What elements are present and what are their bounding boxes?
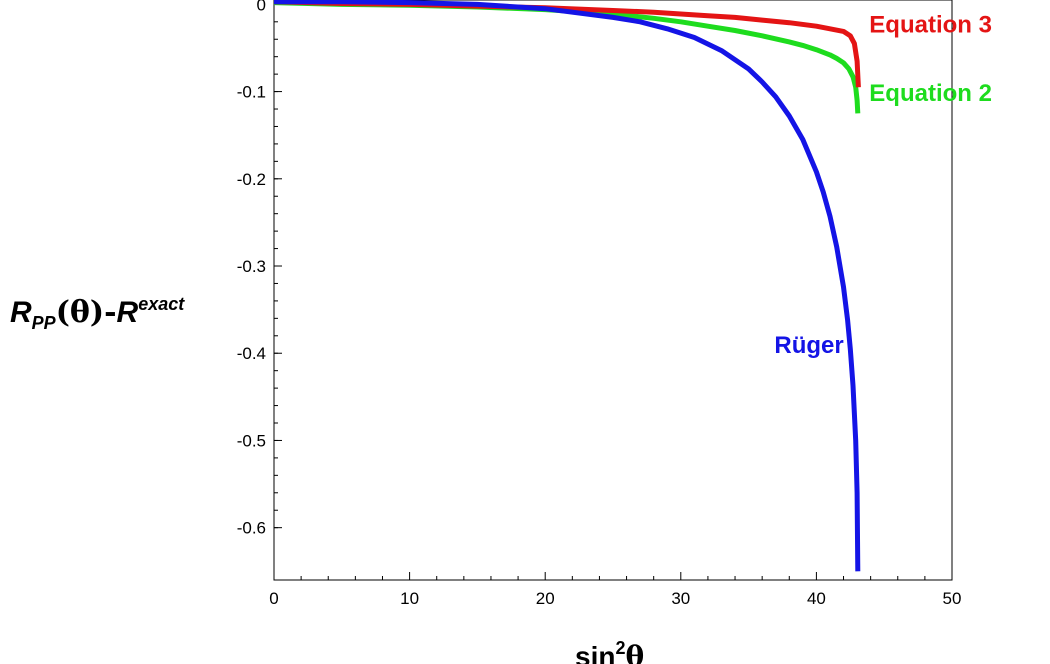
series-line-r-ger bbox=[274, 0, 861, 572]
x-tick-label: 30 bbox=[671, 589, 690, 608]
x-tick-label: 0 bbox=[269, 589, 278, 608]
y-label-mid: (θ)- bbox=[56, 295, 117, 330]
x-tick-label: 20 bbox=[536, 589, 555, 608]
series-layer bbox=[273, 0, 861, 572]
y-tick-label: -0.5 bbox=[237, 431, 266, 450]
plot-frame bbox=[273, 0, 953, 581]
series-label: Rüger bbox=[774, 332, 843, 359]
series-label: Equation 2 bbox=[869, 80, 992, 107]
y-tick-label: -0.4 bbox=[237, 344, 266, 363]
x-label-symbol: θ bbox=[625, 640, 644, 664]
x-tick-label: 40 bbox=[807, 589, 826, 608]
series-label: Equation 3 bbox=[869, 11, 992, 38]
x-tick-label: 50 bbox=[943, 589, 962, 608]
y-tick-label: -0.2 bbox=[237, 170, 266, 189]
x-label-base: sin bbox=[575, 641, 615, 664]
x-label-superscript: 2 bbox=[615, 638, 625, 658]
axis-ticks: 0 -0.1 -0.2 -0.3 -0.4 -0.5 -0.6 0 10 20 30 40 50 bbox=[237, 0, 962, 608]
x-axis-label: sin2θ bbox=[575, 638, 644, 664]
y-label-sup2: exact bbox=[138, 294, 185, 314]
y-label-r2: R bbox=[117, 296, 139, 329]
y-tick-label: 0 bbox=[257, 0, 266, 14]
y-label-sub1: PP bbox=[32, 313, 57, 333]
y-tick-label: -0.6 bbox=[237, 519, 266, 538]
y-axis-label: RPP(θ)-Rexact bbox=[10, 294, 185, 333]
y-tick-label: -0.3 bbox=[237, 257, 266, 276]
annotation-layer: Equation 3 Equation 2 Rüger bbox=[774, 11, 992, 359]
y-label-r1: R bbox=[10, 296, 32, 329]
series-line-equation-3 bbox=[273, 0, 861, 88]
x-tick-label: 10 bbox=[400, 589, 419, 608]
y-tick-label: -0.1 bbox=[237, 83, 266, 102]
